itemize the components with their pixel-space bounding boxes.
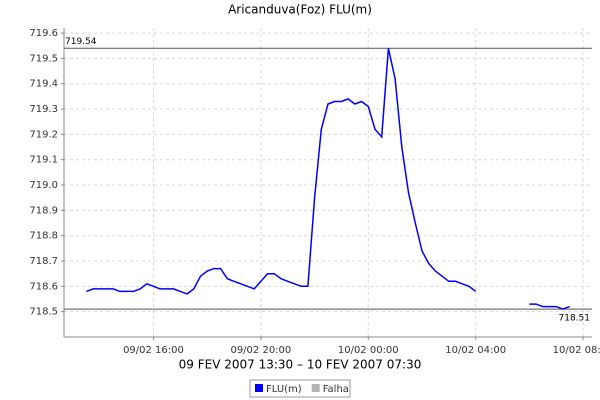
y-tick-label: 719.2 — [29, 129, 58, 140]
legend-label: Falha — [323, 384, 349, 395]
legend-swatch — [311, 384, 320, 392]
y-tick-label: 718.9 — [29, 205, 58, 216]
legend-swatch — [255, 384, 263, 392]
x-axis-label: 09 FEV 2007 13:30 – 10 FEV 2007 07:30 — [179, 358, 422, 372]
series-line — [86, 48, 570, 310]
y-tick-label: 718.8 — [29, 231, 58, 242]
legend: FLU(m) Falha — [249, 379, 351, 398]
reference-label: 718.51 — [559, 314, 591, 324]
y-tick-label: 719.4 — [29, 79, 58, 90]
x-tick-label: 10/02 04:00 — [445, 345, 506, 356]
reference-label: 719.54 — [65, 37, 97, 47]
chart-title: Aricanduva(Foz) FLU(m) — [228, 3, 372, 17]
x-tick-label: 10/02 00:00 — [338, 345, 399, 356]
y-tick-label: 718.7 — [29, 256, 58, 267]
y-tick-label: 719.6 — [29, 28, 58, 39]
y-tick-label: 718.6 — [29, 281, 58, 292]
y-tick-label: 719.0 — [29, 180, 58, 191]
legend-box — [249, 379, 351, 398]
y-tick-label: 718.5 — [29, 307, 58, 318]
y-tick-label: 719.1 — [29, 155, 58, 166]
x-tick-label: 10/02 08:00 — [553, 345, 600, 356]
y-tick-label: 719.3 — [29, 104, 58, 115]
legend-label: FLU(m) — [266, 384, 302, 395]
x-tick-label: 09/02 20:00 — [230, 345, 291, 356]
y-tick-label: 719.5 — [29, 53, 58, 64]
x-tick-label: 09/02 16:00 — [123, 345, 184, 356]
